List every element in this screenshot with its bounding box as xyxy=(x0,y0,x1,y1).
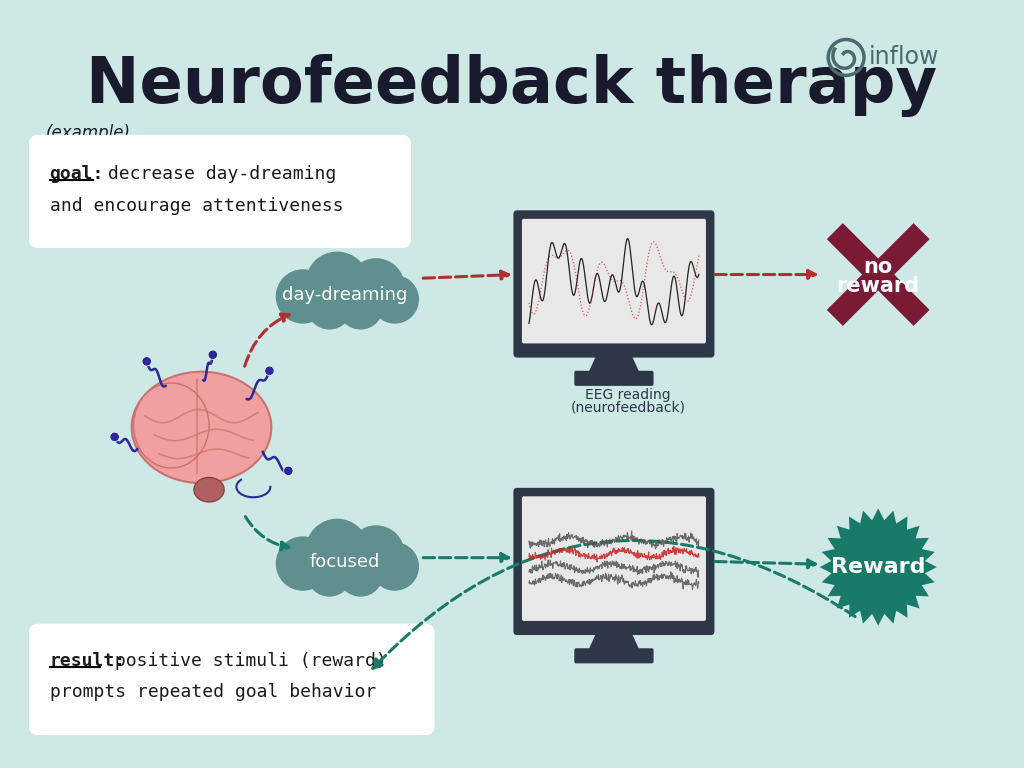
Circle shape xyxy=(276,537,330,590)
Text: reward: reward xyxy=(837,276,920,296)
Text: goal:: goal: xyxy=(49,165,103,184)
Circle shape xyxy=(306,252,368,314)
Text: Reward: Reward xyxy=(830,557,926,577)
Polygon shape xyxy=(588,354,640,375)
Ellipse shape xyxy=(194,478,224,502)
FancyBboxPatch shape xyxy=(513,488,715,635)
FancyArrowPatch shape xyxy=(423,554,509,561)
Text: decrease day-dreaming: decrease day-dreaming xyxy=(96,165,336,184)
Circle shape xyxy=(265,366,274,376)
Text: day-dreaming: day-dreaming xyxy=(283,286,408,304)
Circle shape xyxy=(372,543,419,590)
Polygon shape xyxy=(588,631,640,652)
FancyBboxPatch shape xyxy=(574,648,653,664)
Text: focused: focused xyxy=(309,554,380,571)
Circle shape xyxy=(338,551,383,596)
Circle shape xyxy=(307,551,351,596)
FancyArrowPatch shape xyxy=(246,517,289,550)
FancyBboxPatch shape xyxy=(29,135,411,248)
Text: prompts repeated goal behavior: prompts repeated goal behavior xyxy=(49,683,376,700)
Circle shape xyxy=(208,350,217,359)
FancyArrowPatch shape xyxy=(373,541,855,668)
FancyArrowPatch shape xyxy=(245,314,289,366)
Ellipse shape xyxy=(132,372,271,483)
Circle shape xyxy=(284,466,293,475)
Circle shape xyxy=(307,285,351,329)
FancyBboxPatch shape xyxy=(29,624,434,735)
Bar xyxy=(826,223,930,326)
Ellipse shape xyxy=(133,383,209,468)
Text: (neurofeedback): (neurofeedback) xyxy=(570,401,686,415)
Circle shape xyxy=(110,432,120,442)
FancyBboxPatch shape xyxy=(522,496,706,621)
Circle shape xyxy=(372,276,419,323)
FancyBboxPatch shape xyxy=(513,210,715,358)
FancyArrowPatch shape xyxy=(423,271,509,279)
Circle shape xyxy=(306,519,368,581)
Text: result:: result: xyxy=(49,653,126,670)
Circle shape xyxy=(142,356,152,366)
Bar xyxy=(826,223,930,326)
Circle shape xyxy=(348,526,404,582)
FancyBboxPatch shape xyxy=(522,219,706,343)
FancyArrowPatch shape xyxy=(715,270,815,279)
Text: positive stimuli (reward): positive stimuli (reward) xyxy=(104,653,387,670)
Circle shape xyxy=(276,270,330,323)
Text: inflow: inflow xyxy=(868,45,939,69)
Text: and encourage attentiveness: and encourage attentiveness xyxy=(49,197,343,214)
Text: EEG reading: EEG reading xyxy=(586,388,671,402)
Polygon shape xyxy=(819,508,937,626)
Text: Neurofeedback therapy: Neurofeedback therapy xyxy=(86,55,938,118)
Text: (example): (example) xyxy=(46,124,131,142)
FancyArrowPatch shape xyxy=(715,560,815,568)
Text: no: no xyxy=(863,257,893,277)
Circle shape xyxy=(348,259,404,315)
FancyBboxPatch shape xyxy=(574,371,653,386)
Circle shape xyxy=(338,285,383,329)
